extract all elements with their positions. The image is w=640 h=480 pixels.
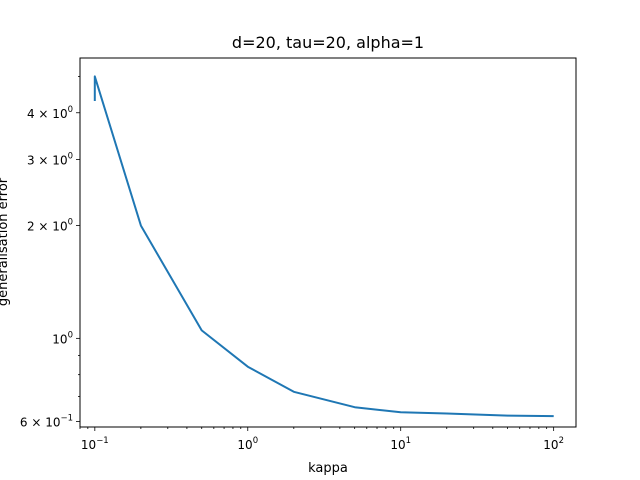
x-axis: 10−1 100 101 102 <box>79 427 564 452</box>
y-tick-label: 100 <box>52 330 73 346</box>
plot-area <box>93 75 554 418</box>
y-axis: 6 × 10−1 100 2 × 100 3 × 100 4 × 100 <box>20 76 80 429</box>
y-tick-label: 6 × 10−1 <box>20 413 73 429</box>
y-tick-label: 4 × 100 <box>27 105 73 121</box>
y-tick-label: 2 × 100 <box>27 218 73 234</box>
y-tick-label: 3 × 100 <box>27 152 73 168</box>
x-tick-label: 101 <box>390 436 411 452</box>
y-axis-label: generalisation error <box>0 177 11 306</box>
chart-title: d=20, tau=20, alpha=1 <box>232 33 424 52</box>
x-axis-label: kappa <box>308 461 348 476</box>
x-tick-label: 102 <box>543 436 564 452</box>
axes-frame <box>79 57 577 428</box>
x-tick-label: 100 <box>237 436 258 452</box>
series-line-0 <box>93 75 554 418</box>
x-tick-label: 10−1 <box>81 436 109 452</box>
